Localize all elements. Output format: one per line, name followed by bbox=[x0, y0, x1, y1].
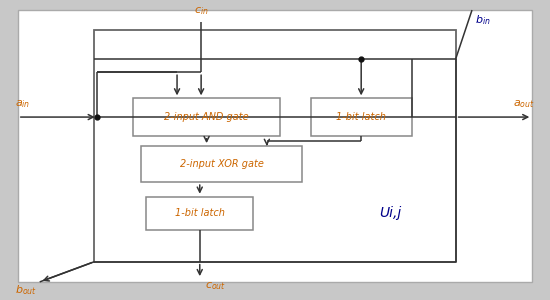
Bar bbox=[311, 98, 412, 136]
Text: $b_{out}$: $b_{out}$ bbox=[15, 284, 37, 297]
Bar bbox=[146, 196, 253, 230]
Text: $b_{in}$: $b_{in}$ bbox=[475, 13, 491, 27]
Bar bbox=[95, 30, 455, 262]
Text: $a_{out}$: $a_{out}$ bbox=[513, 98, 535, 110]
Text: 1-bit latch: 1-bit latch bbox=[336, 112, 386, 122]
Text: 1-bit latch: 1-bit latch bbox=[175, 208, 225, 218]
Text: $c_{out}$: $c_{out}$ bbox=[205, 280, 227, 292]
Text: $c_{in}$: $c_{in}$ bbox=[194, 5, 208, 17]
Text: $a_{in}$: $a_{in}$ bbox=[15, 98, 30, 110]
Text: Ui,j: Ui,j bbox=[379, 206, 401, 220]
Text: 2-input XOR gate: 2-input XOR gate bbox=[180, 159, 263, 169]
Bar bbox=[141, 146, 302, 182]
Text: 2-input AND gate: 2-input AND gate bbox=[164, 112, 249, 122]
Bar bbox=[133, 98, 280, 136]
